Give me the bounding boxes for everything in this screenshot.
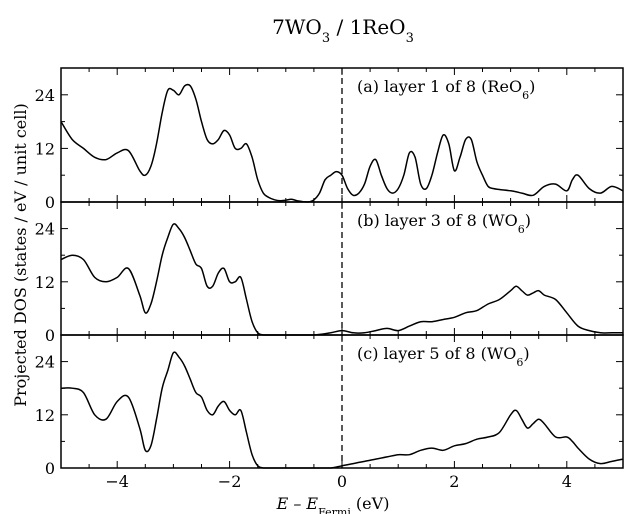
x-tick-label: −2 xyxy=(218,472,242,491)
panel-label: (c) layer 5 of 8 (WO6) xyxy=(357,344,530,369)
dos-series-line xyxy=(60,223,623,336)
dos-series-line xyxy=(60,83,624,203)
y-tick-label: 24 xyxy=(35,353,55,372)
x-tick-label: 2 xyxy=(449,472,459,491)
figure-title: 7WO3 / 1ReO3 xyxy=(272,15,414,46)
y-tick-label: 12 xyxy=(35,139,55,158)
y-tick-label: 24 xyxy=(35,86,55,105)
x-tick-label: 4 xyxy=(562,472,572,491)
panel-label: (a) layer 1 of 8 (ReO6) xyxy=(357,77,535,102)
y-tick-label: 24 xyxy=(35,220,55,239)
y-tick-label: 12 xyxy=(35,406,55,425)
y-tick-label: 0 xyxy=(45,459,55,478)
panel-1: 0 12 24 (a) layer 1 of 8 (ReO6) xyxy=(35,67,624,212)
x-tick-label: −4 xyxy=(105,472,129,491)
y-tick-label: 0 xyxy=(45,326,55,345)
panel-2: 0 12 24 (b) layer 3 of 8 (WO6) xyxy=(35,201,624,345)
y-tick-label: 0 xyxy=(45,193,55,212)
y-tick-label: 12 xyxy=(35,273,55,292)
y-axis-label: Projected DOS (states / eV / unit cell) xyxy=(11,103,30,406)
dos-series-line xyxy=(60,351,624,469)
panel-label: (b) layer 3 of 8 (WO6) xyxy=(357,211,531,236)
x-tick-label: 0 xyxy=(337,472,347,491)
x-axis-label: E – EFermi (eV) xyxy=(276,494,390,514)
